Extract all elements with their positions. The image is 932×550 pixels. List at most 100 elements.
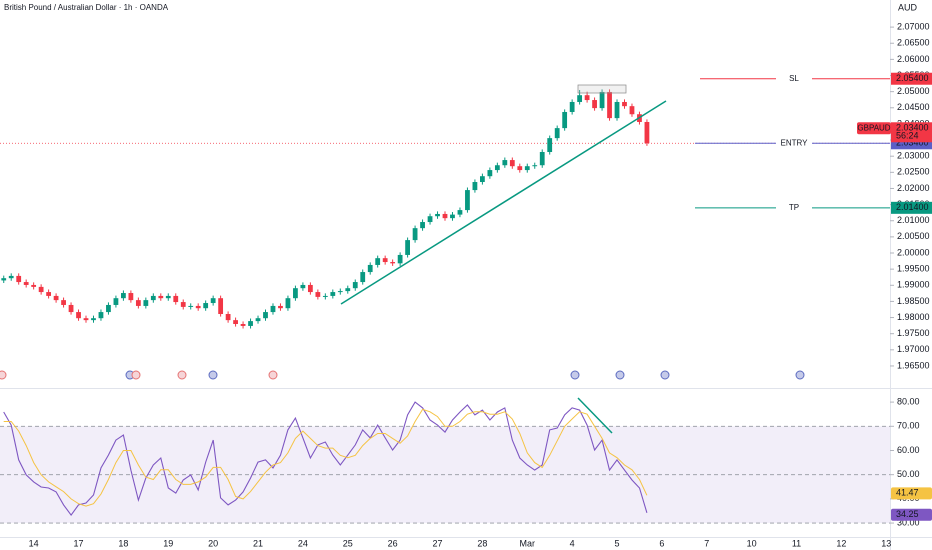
y-tick-label: 1.99500 [897,264,930,274]
level-text-bg [776,73,812,84]
candle-body [420,222,425,229]
x-tick-label: 25 [343,538,353,548]
candle-body [121,293,126,299]
candle-body [307,284,313,293]
level-text-bg [776,202,812,213]
last-price-box [891,122,932,143]
candle-body [569,101,575,112]
x-tick-label: 28 [477,538,487,548]
candle-body [113,298,119,305]
x-tick-label: 4 [570,538,575,548]
candle-body [524,166,530,171]
level-price-box [891,201,932,214]
candle-body [98,312,104,319]
y-tick-label: 2.06000 [897,54,930,64]
candle-body [562,111,568,129]
candle-body [188,305,194,307]
symbol-label: GBPAUD [857,123,890,132]
x-tick-label: 21 [253,538,263,548]
candle-body [210,298,216,304]
level-price-label: 2.05400 [896,73,929,83]
level-text-bg [776,138,812,149]
trend-line [340,100,667,305]
y-tick-label: 2.02500 [897,167,930,177]
candle-body [173,295,179,303]
candle-body [360,272,366,283]
candle-body [494,165,500,171]
candle-body [599,91,605,109]
candle-body [143,300,149,306]
candle-body [255,318,261,322]
candle-body [554,128,560,139]
candle-body [405,240,410,255]
candle-body [412,228,418,241]
candle-body [61,300,66,305]
y-tick-label: 1.98000 [897,312,930,322]
event-icon [177,370,187,380]
candle-body [285,298,291,309]
event-icon [795,370,805,380]
chart-title: British Pound / Australian Dollar · 1h ·… [4,3,169,12]
countdown: 56:24 [896,131,919,141]
rsi-value-label: 34.25 [896,509,919,519]
candle-body [38,286,44,293]
candle-body [233,320,238,325]
candle-body [517,166,523,171]
x-tick-label: 6 [659,538,664,548]
rsi-line [3,408,648,507]
level-price-label: 2.01400 [896,202,929,212]
candle-body [128,293,134,301]
event-icon [131,370,141,380]
candle-body [23,282,29,285]
candle-body [218,298,224,315]
x-tick-label: 17 [74,538,84,548]
x-tick-label: 12 [836,538,846,548]
plot: 1.96500 1.97000 1.97500 1.98000 1.98500 1.990… [0,21,932,548]
currency-label: AUD [898,2,918,12]
candle-body [76,312,81,319]
candle-body [135,300,141,306]
candle-body [16,275,22,283]
x-tick-label: 7 [704,538,709,548]
candle-body [457,210,463,215]
event-icon [0,370,7,380]
candle-body [644,121,650,144]
candle-body [435,213,440,217]
event-icon [570,370,580,380]
candle-body [547,138,553,152]
candle-body [442,213,448,219]
x-tick-label: 5 [615,538,620,548]
candle-body [195,305,201,309]
candle-body [502,160,508,166]
y-tick-label: 1.96500 [897,360,930,370]
level-name: ENTRY [781,138,809,147]
candle-body [106,304,111,313]
candle-body [83,318,89,321]
candle-body [165,295,171,299]
candle-body [390,262,396,264]
candle-body [614,101,620,119]
y-tick-label: 2.07000 [897,21,930,31]
event-icon [208,370,218,380]
y-tick-label: 2.03000 [897,151,930,161]
candle-body [465,190,470,211]
candle-body [330,292,336,296]
y-tick-label: 1.97000 [897,344,930,354]
candle-body [480,176,485,183]
level-name: SL [789,74,799,83]
x-tick-label: Mar [520,538,536,548]
x-tick-label: 11 [792,538,801,548]
candle-body [203,303,209,309]
level-price-box [891,72,932,85]
x-tick-label: 10 [747,538,757,548]
candle-body [293,288,298,299]
candle-body [46,292,52,296]
event-icon [615,370,625,380]
level-name: TP [789,203,799,212]
candle-body [427,216,433,223]
x-tick-label: 13 [881,538,891,548]
y-tick-label: 2.00500 [897,231,930,241]
